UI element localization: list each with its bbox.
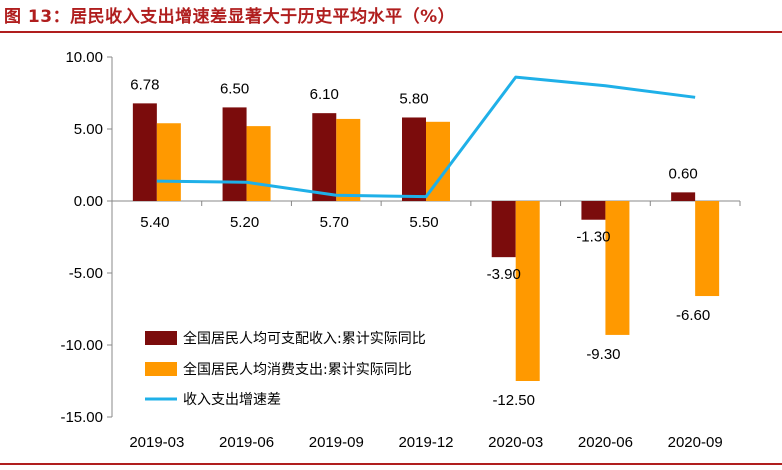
consumption-bar xyxy=(695,201,720,297)
x-tick-label: 2019-06 xyxy=(219,434,274,451)
bar-series xyxy=(132,103,720,381)
x-axis: 2019-03 2019-06 2019-09 2019-12 2020-03 2020-… xyxy=(111,200,741,451)
y-tick-label: 0.00 xyxy=(74,193,103,210)
y-tick-label: -15.00 xyxy=(60,409,103,426)
x-tick-label: 2019-09 xyxy=(309,434,364,451)
income-data-label: 6.78 xyxy=(130,76,159,93)
gap-line xyxy=(156,75,696,199)
income-bar xyxy=(222,107,247,201)
income-bar xyxy=(491,201,516,258)
income-bar xyxy=(312,113,337,201)
y-tick-label: -10.00 xyxy=(60,337,103,354)
y-axis: 10.00 5.00 0.00 -5.00 -10.00 -15.00 xyxy=(60,49,113,426)
income-bar xyxy=(581,201,606,220)
x-tick-label: 2019-03 xyxy=(129,434,184,451)
income-bar xyxy=(402,117,426,201)
legend-label: 全国居民人均消费支出:累计实际同比 xyxy=(183,361,412,378)
income-data-label: 5.80 xyxy=(399,90,428,107)
x-tick-label: 2020-03 xyxy=(488,434,543,451)
consumption-data-label: -9.30 xyxy=(586,346,620,363)
income-data-label: -1.30 xyxy=(576,229,610,246)
consumption-bar xyxy=(605,201,630,335)
legend-consumption-swatch xyxy=(145,362,177,376)
income-bar xyxy=(132,103,157,201)
y-tick-label: 5.00 xyxy=(74,121,103,138)
x-tick-label: 2020-09 xyxy=(668,434,723,451)
legend-label: 全国居民人均可支配收入:累计实际同比 xyxy=(183,330,426,347)
x-tick-label: 2019-12 xyxy=(398,434,453,451)
legend-income-swatch xyxy=(145,331,177,345)
consumption-bar xyxy=(246,126,271,201)
income-data-label: -3.90 xyxy=(487,266,521,283)
consumption-data-label: 5.40 xyxy=(140,214,169,231)
consumption-data-label: -12.50 xyxy=(492,392,535,409)
title-divider xyxy=(0,31,782,33)
legend-label: 收入支出增速差 xyxy=(183,392,281,408)
consumption-data-label: -6.60 xyxy=(676,307,710,324)
consumption-bar xyxy=(336,118,361,201)
consumption-data-label: 5.50 xyxy=(409,214,438,231)
income-data-label: 0.60 xyxy=(669,165,698,182)
y-tick-label: -5.00 xyxy=(69,265,103,282)
y-tick-label: 10.00 xyxy=(65,49,103,66)
consumption-bar xyxy=(426,121,450,201)
x-tick-label: 2020-06 xyxy=(578,434,633,451)
footer-divider xyxy=(0,463,782,465)
consumption-bar xyxy=(515,201,540,381)
consumption-bar xyxy=(156,123,181,201)
figure-title: 图 13：居民收入支出增速差显著大于历史平均水平（%） xyxy=(4,7,456,27)
consumption-data-label: 5.70 xyxy=(320,214,349,231)
income-bar xyxy=(671,192,696,201)
data-labels: 6.78 6.50 6.10 5.80 -3.90 -1.30 0.60 5.40 5.20 5.… xyxy=(130,76,710,409)
line-series xyxy=(156,75,696,199)
legend: 全国居民人均可支配收入:累计实际同比全国居民人均消费支出:累计实际同比收入支出增… xyxy=(145,330,426,408)
income-data-label: 6.50 xyxy=(220,80,249,97)
income-data-label: 6.10 xyxy=(310,86,339,103)
consumption-data-label: 5.20 xyxy=(230,214,259,231)
